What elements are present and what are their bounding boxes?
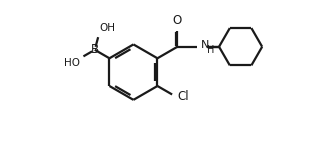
Text: OH: OH — [99, 23, 115, 33]
Text: Cl: Cl — [177, 90, 189, 102]
Text: O: O — [173, 14, 182, 27]
Text: B: B — [91, 43, 99, 56]
Text: N: N — [201, 40, 210, 50]
Text: HO: HO — [64, 58, 80, 68]
Text: H: H — [207, 45, 214, 55]
